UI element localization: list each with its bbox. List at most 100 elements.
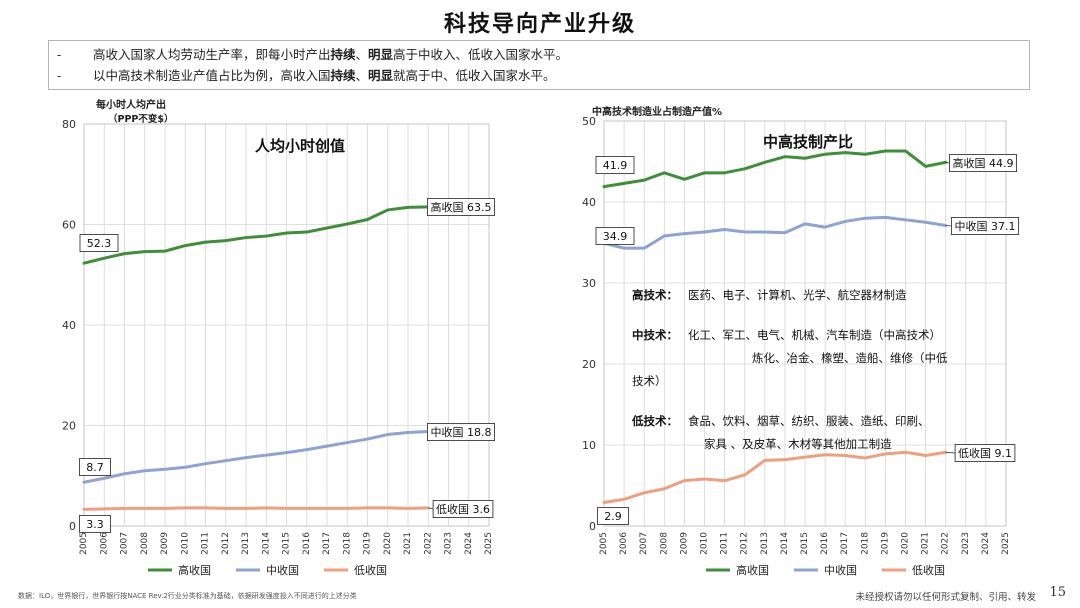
bullet-2-part-3: 就高于中、低收入国家水平。 [393, 68, 556, 83]
plot-frame [603, 120, 1007, 527]
x-tick-label: 2007 [120, 532, 130, 555]
bullet-line-1: - 高收入国家人均劳动生产率，即每小时产出持续、明显高于中收入、低收入国家水平。 [57, 45, 568, 65]
chart-tech-manufacturing-share: 0 10 20 30 40 50 2005 2006 2007 2008 2009 2010 2011 2… [540, 96, 1080, 591]
bullet-1-emphasis-2: 明显 [368, 47, 394, 62]
start-value-label-high: 52.3 [87, 237, 112, 250]
bullet-1-part-3: 高于中收入、低收入国家水平。 [393, 47, 569, 62]
end-value-label-low: 低收国 9.1 [958, 446, 1012, 460]
x-tick-label: 2015 [800, 532, 810, 555]
bullet-marker: - [57, 47, 62, 62]
start-value-label-high-box [79, 234, 119, 252]
annotation-text: 化工、军工、电气、机械、汽车制造（中高技术） [688, 328, 941, 342]
copyright-note: 未经授权请勿以任何形式复制、引用、转发 [855, 592, 1036, 603]
y-axis-title: 中高技术制造业占制造产值% [592, 105, 722, 118]
x-tick-label: 2017 [840, 532, 850, 555]
x-tick-label: 2022 [423, 532, 433, 555]
end-value-label-mid-box [950, 217, 1019, 235]
x-tick-label: 2021 [921, 532, 931, 555]
x-tick-label: 2025 [484, 532, 494, 555]
start-value-label-low: 3.3 [86, 518, 104, 531]
summary-bullets: - 高收入国家人均劳动生产率，即每小时产出持续、明显高于中收入、低收入国家水平。… [48, 40, 1030, 90]
chart-title: 中高技制产比 [763, 133, 853, 151]
y-axis-title: （PPP不变$） [108, 113, 174, 125]
x-tick-label: 2013 [241, 532, 251, 555]
end-value-label-low-box [432, 500, 494, 518]
page-number: 15 [1049, 585, 1066, 600]
x-tick-label: 2018 [860, 532, 870, 555]
legend-label-high: 高收国 [178, 563, 211, 577]
series-line-high [82, 205, 430, 265]
x-tick-label: 2024 [981, 532, 991, 555]
end-value-label-mid-box [426, 423, 495, 441]
end-value-label-high-leader [945, 161, 950, 164]
series-line-mid [602, 215, 948, 250]
page-title: 科技导向产业升级 [443, 12, 636, 37]
end-value-label-high: 高收国 44.9 [953, 156, 1014, 170]
x-tick-label: 2008 [659, 532, 669, 555]
x-tick-label: 2014 [780, 532, 790, 555]
annotation-text: 食品、饮料、烟草、纺织、服装、造纸、印刷、 [688, 414, 930, 428]
y-tick-label: 20 [62, 420, 76, 433]
y-axis-title: 每小时人均产出 [96, 98, 166, 111]
annotation-text: 炼化、冶金、橡塑、造船、维修（中低 [752, 351, 948, 365]
y-tick-label: 40 [62, 319, 76, 332]
x-tick-label: 2022 [941, 532, 951, 555]
x-tick-label: 2006 [99, 532, 109, 555]
y-tick-label: 60 [62, 219, 76, 232]
x-tick-label: 2020 [901, 532, 911, 555]
start-value-label-low-box [79, 515, 111, 533]
x-tick-label: 2009 [679, 532, 689, 555]
bullet-line-2: - 以中高技术制造业产值占比为例，高收入国持续、明显就高于中、低收入国家水平。 [57, 66, 556, 86]
start-value-label-high: 41.9 [603, 159, 628, 172]
x-tick-label: 2020 [383, 532, 393, 555]
x-tick-label: 2017 [322, 532, 332, 555]
x-tick-label: 2015 [282, 532, 292, 555]
chart-tech-share-svg: 0 10 20 30 40 50 2005 2006 2007 2008 2009 2010 2011 2… [582, 105, 1019, 577]
bullet-1-emphasis-1: 持续 [330, 47, 356, 62]
end-value-label-mid-leader [945, 225, 952, 227]
y-tick-label: 30 [582, 277, 596, 290]
end-value-label-high-box [426, 198, 495, 216]
x-tick-label: 2023 [961, 532, 971, 555]
bullet-1-part-1: 高收入国家人均劳动生产率，即每小时产出 [92, 47, 331, 62]
legend-label-high: 高收国 [736, 563, 769, 577]
x-tick-label: 2024 [464, 532, 474, 555]
legend-label-low: 低收国 [912, 563, 945, 577]
x-tick-label: 2018 [342, 532, 352, 555]
x-tick-label: 2012 [740, 532, 750, 555]
x-tick-label: 2010 [700, 532, 710, 555]
series-line-low [82, 506, 430, 511]
x-tick-label: 2019 [880, 532, 890, 555]
end-value-label-low-leader [945, 451, 956, 454]
x-tick-label: 2005 [599, 532, 609, 555]
x-tick-label: 2008 [140, 532, 150, 555]
x-tick-label: 2012 [221, 532, 231, 555]
start-value-label-mid-box [79, 458, 111, 476]
start-value-label-mid: 34.9 [603, 230, 628, 243]
x-tick-label: 2005 [79, 532, 89, 555]
x-tick-label: 2019 [363, 532, 373, 555]
end-value-label-low-box [954, 444, 1016, 462]
y-tick-label: 20 [582, 358, 596, 371]
y-tick-label: 10 [582, 439, 596, 452]
start-value-label-low-box [597, 507, 629, 525]
legend-label-low: 低收国 [354, 563, 387, 577]
bullet-marker: - [57, 68, 62, 83]
plot-frame [83, 123, 490, 527]
y-tick-label: 50 [582, 115, 596, 128]
annotation-text: 技术） [632, 374, 667, 388]
series-line-low [602, 450, 948, 505]
start-value-label-mid: 8.7 [86, 461, 104, 474]
x-tick-label: 2010 [180, 532, 190, 555]
x-tick-label: 2023 [444, 532, 454, 555]
chart-hourly-output: 0 20 40 60 80 2005 2006 2007 2008 2009 2010 2011 201… [0, 96, 540, 591]
start-value-label-low: 2.9 [604, 510, 622, 523]
legend-label-mid: 中收国 [824, 563, 857, 577]
y-tick-label: 80 [62, 118, 76, 131]
end-value-label-mid: 中收国 18.8 [431, 425, 492, 439]
x-tick-label: 2016 [820, 532, 830, 555]
end-value-label-high: 高收国 63.5 [431, 200, 492, 214]
annotation-heading: 高技术： [632, 288, 678, 302]
bullet-2-emphasis-1: 持续 [330, 68, 356, 83]
chart-hourly-output-svg: 0 20 40 60 80 2005 2006 2007 2008 2009 2010 2011 201… [62, 98, 495, 577]
